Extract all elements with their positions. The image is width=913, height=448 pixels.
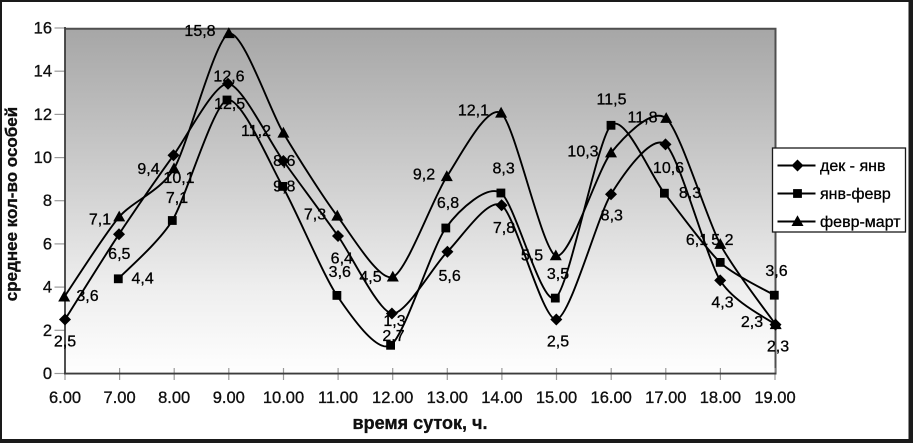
svg-text:7,8: 7,8 [493, 220, 515, 237]
svg-text:5,6: 5,6 [438, 268, 460, 285]
svg-text:11,8: 11,8 [628, 110, 658, 127]
svg-text:6,5: 6,5 [108, 246, 130, 263]
svg-text:12,1: 12,1 [458, 103, 489, 120]
svg-text:4,5: 4,5 [359, 269, 381, 286]
svg-text:0: 0 [43, 365, 52, 383]
svg-text:18.00: 18.00 [700, 389, 741, 407]
svg-text:7,1: 7,1 [89, 212, 111, 229]
svg-text:17.00: 17.00 [645, 389, 686, 407]
svg-text:16.00: 16.00 [591, 389, 632, 407]
svg-text:2,3: 2,3 [741, 314, 763, 331]
svg-text:8.00: 8.00 [158, 389, 190, 407]
svg-text:12.00: 12.00 [372, 389, 413, 407]
svg-text:10,3: 10,3 [567, 144, 598, 161]
svg-text:среднее кол-во особей: среднее кол-во особей [2, 107, 21, 301]
svg-text:7.00: 7.00 [104, 389, 136, 407]
svg-text:13.00: 13.00 [427, 389, 468, 407]
svg-text:19.00: 19.00 [754, 389, 795, 407]
svg-text:3,5: 3,5 [547, 266, 569, 283]
svg-text:дек - янв: дек - янв [820, 158, 885, 175]
svg-text:11,2: 11,2 [241, 123, 271, 140]
svg-text:14: 14 [34, 63, 52, 81]
svg-text:4: 4 [43, 279, 52, 297]
svg-text:10.00: 10.00 [263, 389, 304, 407]
svg-text:8,3: 8,3 [492, 161, 514, 178]
svg-text:3,6: 3,6 [329, 264, 351, 281]
svg-text:6: 6 [43, 235, 52, 253]
svg-text:8,3: 8,3 [601, 208, 623, 225]
svg-text:время суток, ч.: время суток, ч. [353, 413, 488, 433]
svg-text:12: 12 [34, 106, 52, 124]
svg-text:2,3: 2,3 [767, 339, 789, 356]
svg-text:15.00: 15.00 [536, 389, 577, 407]
svg-text:2: 2 [43, 322, 52, 340]
svg-text:7,1: 7,1 [166, 190, 188, 207]
svg-text:2,5: 2,5 [547, 334, 569, 351]
svg-text:4,3: 4,3 [711, 294, 733, 311]
svg-text:10: 10 [34, 149, 52, 167]
svg-text:10,6: 10,6 [653, 160, 684, 177]
svg-text:11,5: 11,5 [597, 92, 627, 109]
svg-text:14.00: 14.00 [481, 389, 522, 407]
svg-text:3,6: 3,6 [76, 288, 98, 305]
svg-text:6,1: 6,1 [686, 232, 708, 249]
svg-text:16: 16 [34, 20, 52, 38]
svg-text:9.00: 9.00 [213, 389, 245, 407]
svg-text:11.00: 11.00 [318, 389, 358, 407]
svg-text:6,8: 6,8 [437, 195, 459, 212]
svg-text:9,2: 9,2 [413, 167, 435, 184]
svg-text:2,5: 2,5 [54, 334, 76, 351]
svg-text:8,3: 8,3 [679, 185, 701, 202]
svg-text:7,3: 7,3 [304, 207, 326, 224]
svg-text:3,6: 3,6 [765, 263, 787, 280]
svg-text:15,8: 15,8 [184, 23, 215, 40]
svg-text:янв-февр: янв-февр [820, 186, 891, 203]
svg-text:4,4: 4,4 [131, 271, 153, 288]
svg-text:8: 8 [43, 192, 52, 210]
svg-text:февр-март: февр-март [820, 214, 901, 231]
svg-text:5,5: 5,5 [521, 248, 543, 265]
svg-text:6.00: 6.00 [49, 389, 81, 407]
svg-text:9,4: 9,4 [137, 161, 159, 178]
